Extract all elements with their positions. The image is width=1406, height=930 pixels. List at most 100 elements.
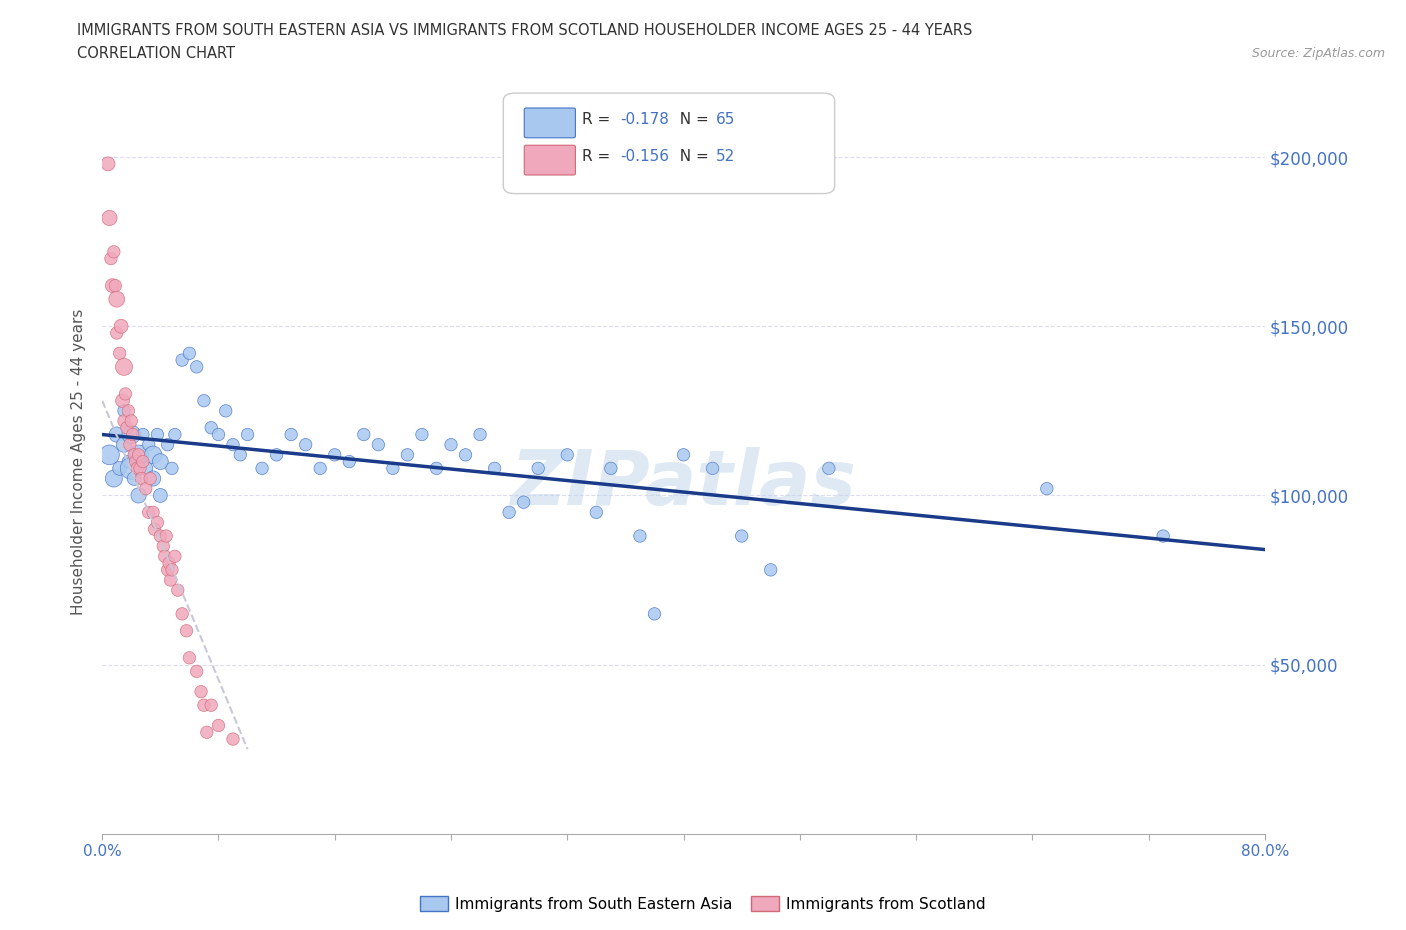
Point	[250, 461, 273, 476]
Point	[146, 515, 169, 530]
Point	[98, 210, 121, 225]
Point	[163, 427, 186, 442]
Point	[124, 454, 146, 469]
Point	[229, 447, 252, 462]
Point	[193, 393, 215, 408]
Point	[160, 563, 183, 578]
Point	[672, 447, 695, 462]
Point	[193, 698, 215, 712]
Point	[468, 427, 491, 442]
Point	[142, 505, 165, 520]
Point	[100, 251, 122, 266]
Point	[143, 522, 166, 537]
Text: IMMIGRANTS FROM SOUTH EASTERN ASIA VS IMMIGRANTS FROM SCOTLAND HOUSEHOLDER INCOM: IMMIGRANTS FROM SOUTH EASTERN ASIA VS IM…	[77, 23, 973, 38]
Point	[222, 437, 245, 452]
Point	[103, 245, 125, 259]
Point	[207, 718, 229, 733]
Point	[111, 393, 134, 408]
Point	[186, 359, 208, 374]
Point	[149, 528, 172, 543]
Point	[498, 505, 520, 520]
Point	[207, 427, 229, 442]
Point	[115, 420, 138, 435]
Point	[309, 461, 332, 476]
Point	[367, 437, 389, 452]
Point	[280, 427, 302, 442]
Point	[121, 427, 143, 442]
Point	[152, 538, 174, 553]
Text: -0.178: -0.178	[620, 112, 669, 126]
Point	[149, 488, 172, 503]
Point	[176, 623, 198, 638]
Point	[128, 447, 150, 462]
Point	[759, 563, 782, 578]
Point	[236, 427, 259, 442]
Text: R =: R =	[582, 112, 616, 126]
Point	[628, 528, 651, 543]
FancyBboxPatch shape	[503, 93, 835, 193]
Point	[440, 437, 463, 452]
Point	[156, 437, 179, 452]
Point	[114, 387, 136, 402]
Point	[425, 461, 447, 476]
Point	[599, 461, 621, 476]
Point	[104, 278, 127, 293]
Point	[112, 437, 135, 452]
Y-axis label: Householder Income Ages 25 - 44 years: Householder Income Ages 25 - 44 years	[72, 309, 86, 615]
Point	[118, 437, 141, 452]
Point	[353, 427, 375, 442]
Text: -0.156: -0.156	[620, 149, 669, 164]
Point	[112, 359, 135, 374]
Point	[139, 472, 162, 486]
Point	[120, 461, 142, 476]
Point	[132, 427, 155, 442]
Point	[128, 488, 150, 503]
Point	[527, 461, 550, 476]
Point	[179, 346, 201, 361]
Point	[411, 427, 433, 442]
Point	[142, 447, 165, 462]
Point	[127, 461, 149, 476]
Point	[132, 454, 155, 469]
Point	[108, 346, 131, 361]
Point	[159, 573, 181, 588]
Point	[266, 447, 288, 462]
Point	[585, 505, 607, 520]
Point	[135, 481, 157, 496]
Point	[103, 472, 125, 486]
Point	[172, 606, 194, 621]
Legend: Immigrants from South Eastern Asia, Immigrants from Scotland: Immigrants from South Eastern Asia, Immi…	[415, 889, 991, 918]
Point	[1036, 481, 1059, 496]
Point	[512, 495, 534, 510]
Point	[190, 684, 212, 699]
Text: 65: 65	[716, 112, 735, 126]
Point	[155, 528, 177, 543]
Point	[1152, 528, 1174, 543]
FancyBboxPatch shape	[524, 108, 575, 138]
Point	[396, 447, 419, 462]
Point	[108, 461, 131, 476]
Point	[122, 447, 145, 462]
Point	[166, 583, 188, 598]
Point	[120, 427, 142, 442]
Point	[131, 472, 153, 486]
Point	[195, 724, 218, 739]
Point	[142, 472, 165, 486]
Point	[149, 454, 172, 469]
Point	[112, 414, 135, 429]
Text: CORRELATION CHART: CORRELATION CHART	[77, 46, 235, 61]
Point	[160, 461, 183, 476]
Text: 52: 52	[716, 149, 735, 164]
Point	[215, 404, 238, 418]
Point	[186, 664, 208, 679]
Point	[138, 437, 160, 452]
Point	[129, 461, 152, 476]
Point	[163, 549, 186, 564]
Point	[146, 427, 169, 442]
Point	[128, 447, 150, 462]
Point	[135, 461, 157, 476]
Text: Source: ZipAtlas.com: Source: ZipAtlas.com	[1251, 46, 1385, 60]
Point	[105, 292, 128, 307]
Point	[153, 549, 176, 564]
Point	[454, 447, 477, 462]
